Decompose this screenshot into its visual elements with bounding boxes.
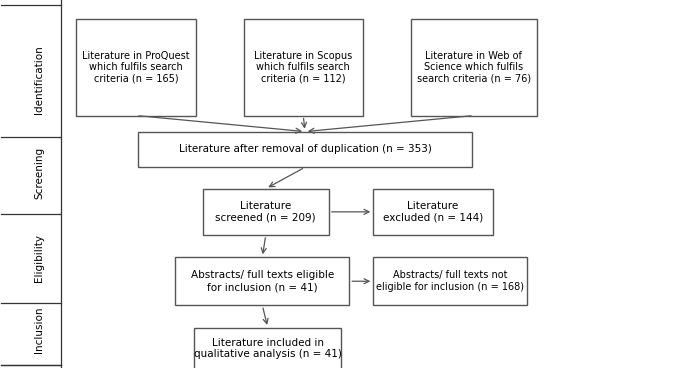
Text: Abstracts/ full texts not
eligible for inclusion (n = 168): Abstracts/ full texts not eligible for i… xyxy=(376,270,524,292)
FancyBboxPatch shape xyxy=(373,257,527,305)
FancyBboxPatch shape xyxy=(175,257,349,305)
FancyBboxPatch shape xyxy=(138,132,472,167)
Text: Literature in ProQuest
which fulfils search
criteria (n = 165): Literature in ProQuest which fulfils sea… xyxy=(82,51,190,84)
Text: Abstracts/ full texts eligible
for inclusion (n = 41): Abstracts/ full texts eligible for inclu… xyxy=(190,270,334,292)
FancyBboxPatch shape xyxy=(373,189,493,235)
Text: Eligibility: Eligibility xyxy=(34,234,44,282)
Text: Literature
excluded (n = 144): Literature excluded (n = 144) xyxy=(383,201,483,223)
Text: Inclusion: Inclusion xyxy=(34,306,44,353)
FancyBboxPatch shape xyxy=(195,328,341,368)
FancyBboxPatch shape xyxy=(411,19,537,116)
Text: Identification: Identification xyxy=(34,46,44,114)
FancyBboxPatch shape xyxy=(77,19,196,116)
Text: Literature after removal of duplication (n = 353): Literature after removal of duplication … xyxy=(179,144,432,155)
Text: Literature
screened (n = 209): Literature screened (n = 209) xyxy=(216,201,316,223)
Text: Screening: Screening xyxy=(34,146,44,199)
Text: Literature included in
qualitative analysis (n = 41): Literature included in qualitative analy… xyxy=(194,337,342,359)
Text: Literature in Scopus
which fulfils search
criteria (n = 112): Literature in Scopus which fulfils searc… xyxy=(254,51,352,84)
Text: Literature in Web of
Science which fulfils
search criteria (n = 76): Literature in Web of Science which fulfi… xyxy=(416,51,531,84)
FancyBboxPatch shape xyxy=(244,19,363,116)
FancyBboxPatch shape xyxy=(203,189,329,235)
